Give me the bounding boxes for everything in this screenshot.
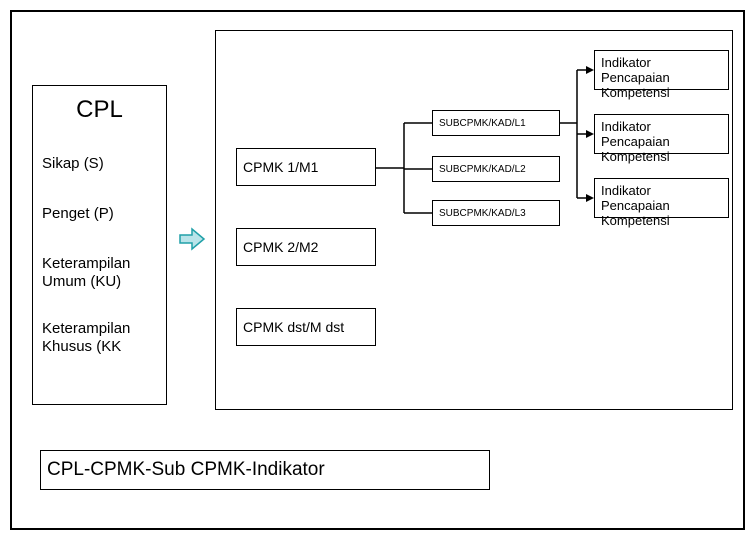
subcpmk-label: SUBCPMK/KAD/L2 [439,164,526,175]
subcpmk-label: SUBCPMK/KAD/L3 [439,208,526,219]
cpl-item-penget: Penget (P) [42,205,114,223]
right-arrow-icon [178,225,206,253]
indikator-box: Indikator Pencapaian Kompetensi [594,178,729,218]
cpmk-box: CPMK 2/M2 [236,228,376,266]
cpmk-label: CPMK 2/M2 [243,239,318,255]
subcpmk-box: SUBCPMK/KAD/L1 [432,110,560,136]
caption-label: CPL-CPMK-Sub CPMK-Indikator [47,459,325,481]
indikator-label: Indikator Pencapaian Kompetensi [601,183,722,228]
caption-box: CPL-CPMK-Sub CPMK-Indikator [40,450,490,490]
indikator-label: Indikator Pencapaian Kompetensi [601,119,722,164]
indikator-box: Indikator Pencapaian Kompetensi [594,114,729,154]
cpl-title: CPL [39,90,160,124]
cpl-item-kk: Keterampilan Khusus (KK [42,320,157,356]
subcpmk-box: SUBCPMK/KAD/L2 [432,156,560,182]
subcpmk-label: SUBCPMK/KAD/L1 [439,118,526,129]
cpmk-label: CPMK dst/M dst [243,319,344,335]
cpmk-box: CPMK dst/M dst [236,308,376,346]
cpmk-label: CPMK 1/M1 [243,159,318,175]
cpmk-box: CPMK 1/M1 [236,148,376,186]
cpl-box: CPL [32,85,167,405]
cpl-item-sikap: Sikap (S) [42,155,104,173]
cpl-item-ku: Keterampilan Umum (KU) [42,255,157,291]
indikator-label: Indikator Pencapaian Kompetensi [601,55,722,100]
indikator-box: Indikator Pencapaian Kompetensi [594,50,729,90]
subcpmk-box: SUBCPMK/KAD/L3 [432,200,560,226]
